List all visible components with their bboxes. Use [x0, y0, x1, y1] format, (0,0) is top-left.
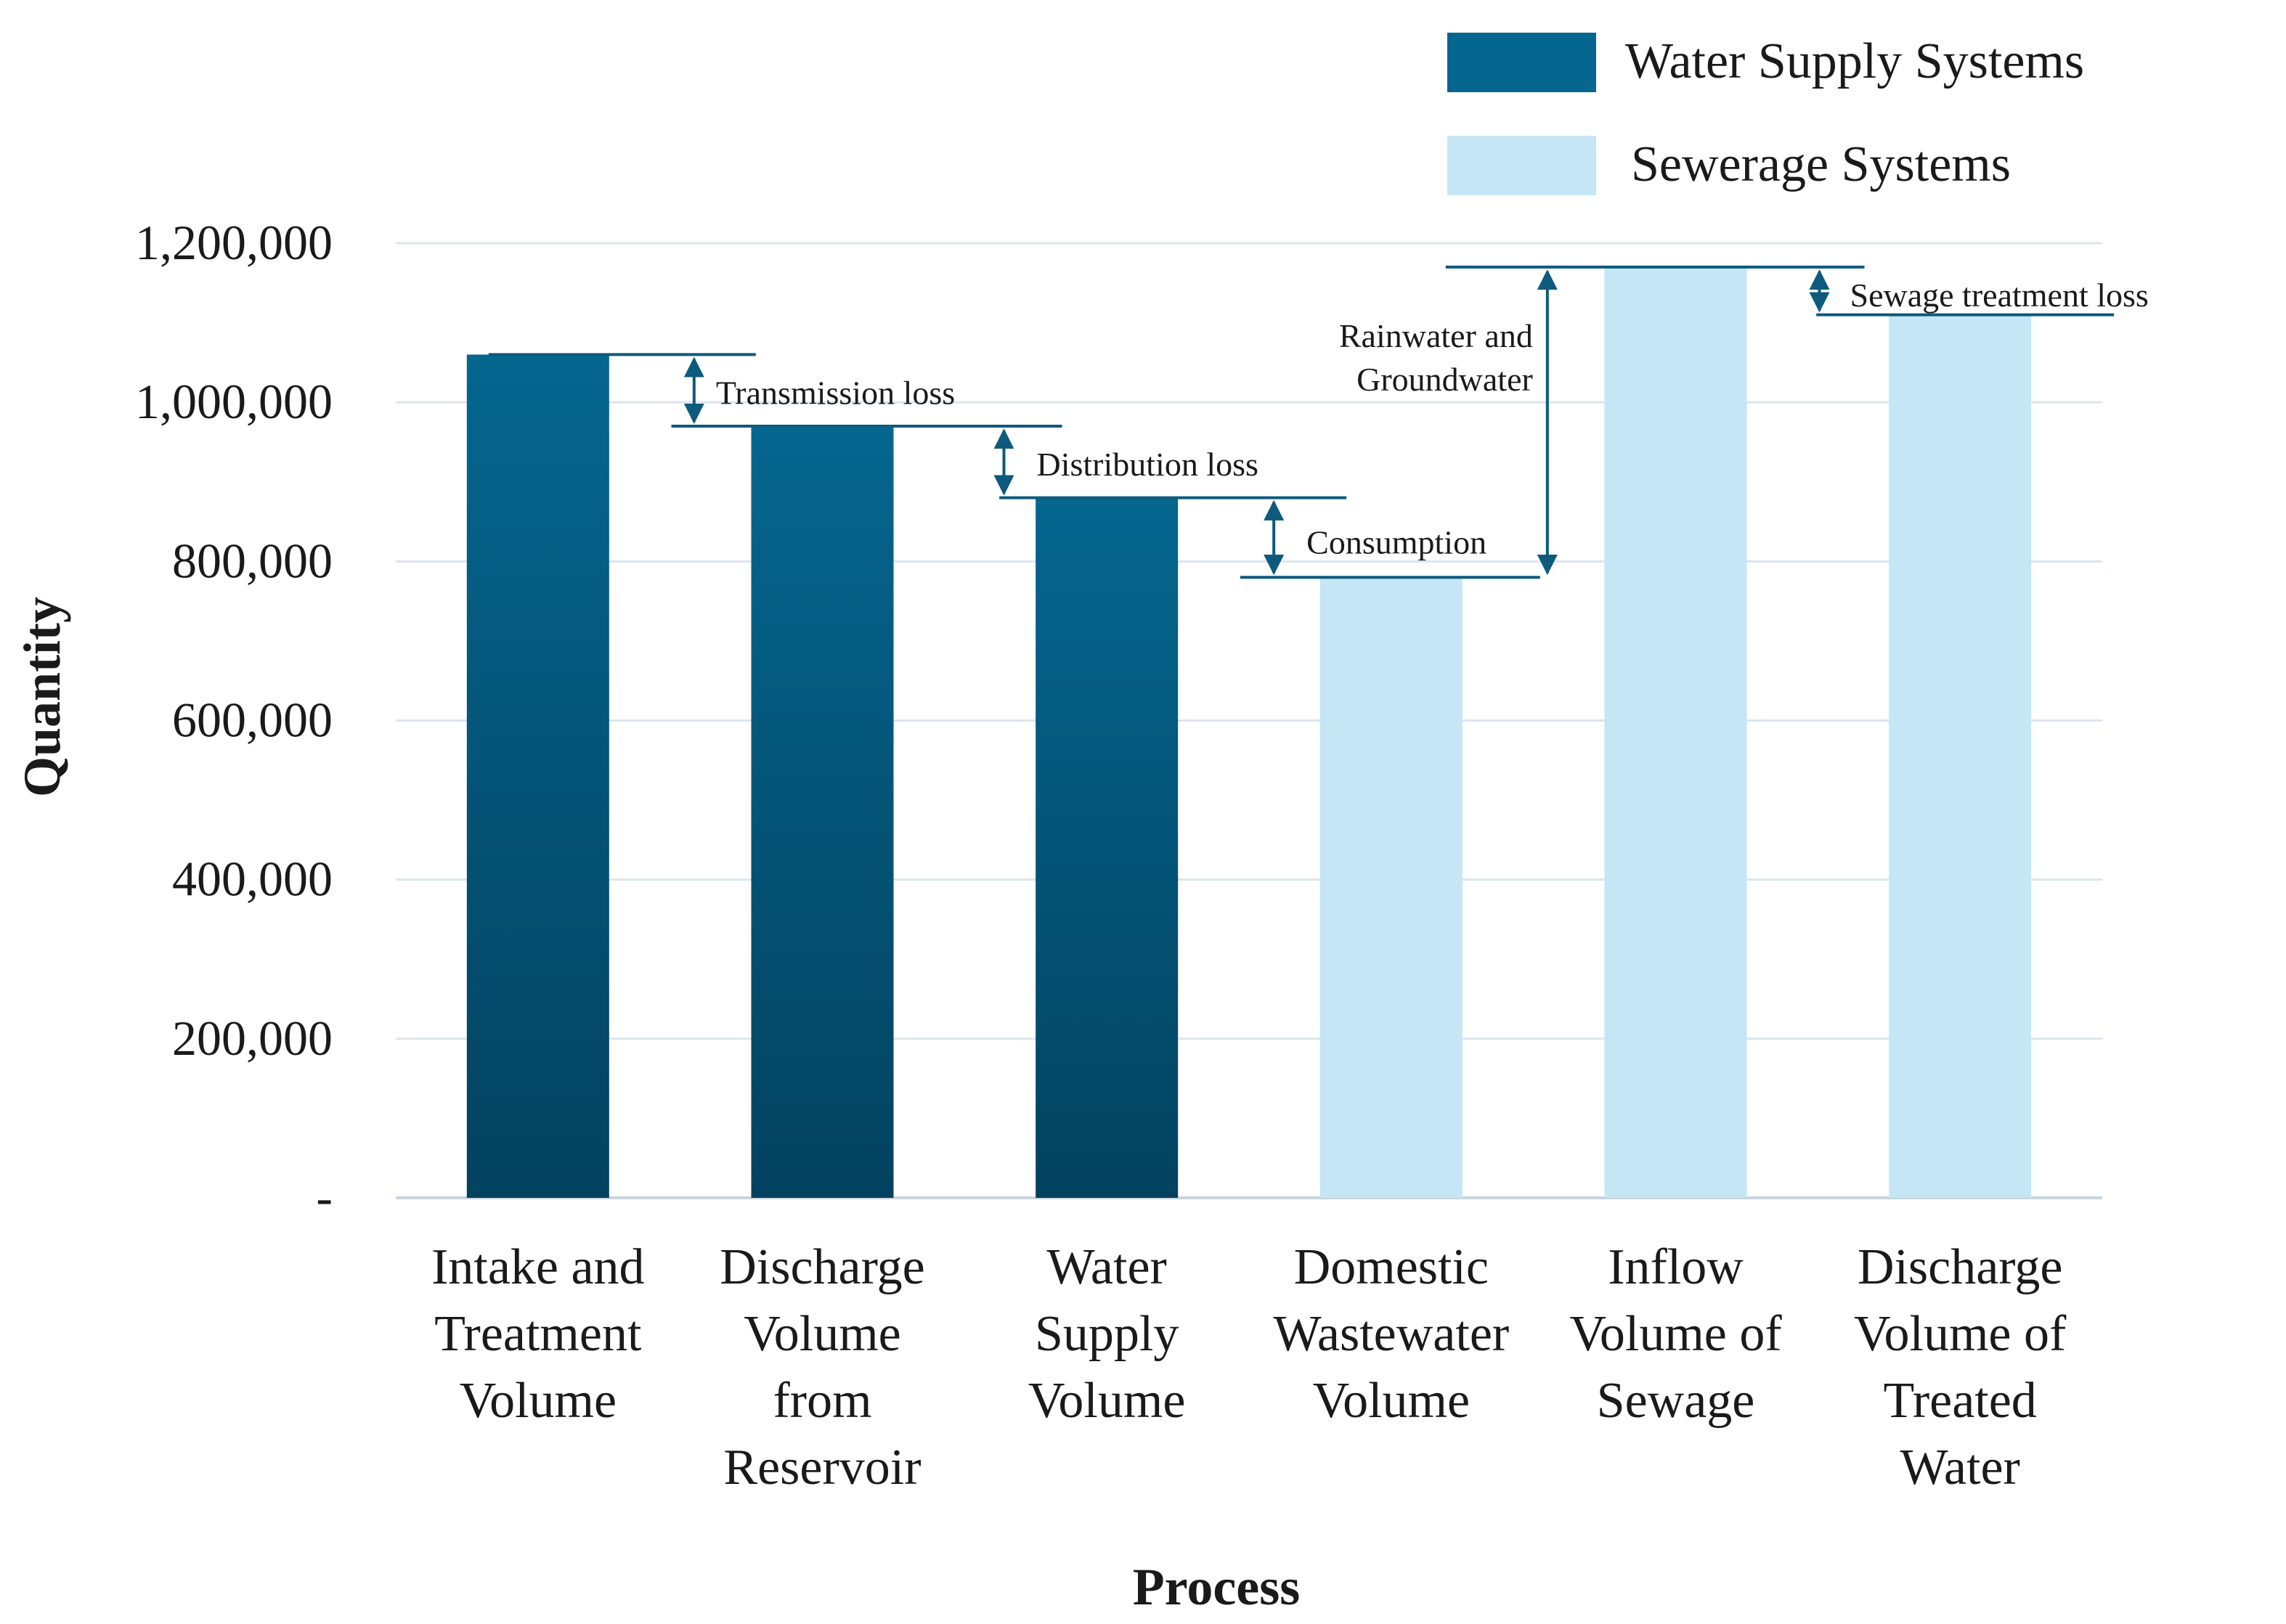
x-category-label: Intake and — [431, 1239, 644, 1295]
legend-label-1: Water Supply Systems — [1625, 33, 2084, 89]
bar-2 — [751, 426, 894, 1198]
gridlines — [396, 242, 2102, 1199]
bar-3 — [1036, 497, 1179, 1198]
y-tick-label: - — [316, 1170, 333, 1225]
x-axis-title: Process — [1133, 1558, 1301, 1616]
x-category-label: Discharge — [1858, 1239, 2063, 1295]
legend-label-2: Sewerage Systems — [1631, 136, 2011, 192]
x-category-label: Treatment — [434, 1306, 642, 1362]
x-category-label: Water — [1046, 1239, 1166, 1295]
annotation-label: Groundwater — [1356, 361, 1533, 398]
annotation-label: Transmission loss — [716, 374, 955, 411]
legend-swatch-2 — [1447, 136, 1596, 195]
y-tick-label: 1,000,000 — [135, 374, 333, 429]
x-category-label: Reservoir — [723, 1440, 921, 1496]
y-tick-label: 600,000 — [172, 693, 333, 748]
x-axis-categories: Intake and Treatment Volume Discharge Volume… — [431, 1239, 2067, 1496]
annotation-label: Sewage treatment loss — [1850, 277, 2149, 314]
x-category-label: Volume of — [1569, 1306, 1782, 1362]
x-category-label: Supply — [1035, 1306, 1179, 1362]
x-category-label: Domestic — [1294, 1239, 1489, 1295]
x-category-label: Wastewater — [1273, 1306, 1509, 1362]
legend: Water Supply Systems Sewerage Systems — [1447, 33, 2084, 195]
annotation-label: Consumption — [1306, 524, 1486, 561]
x-category-label: Inflow — [1608, 1239, 1744, 1295]
y-tick-label: 200,000 — [172, 1011, 333, 1066]
x-category-label: from — [773, 1373, 871, 1429]
legend-swatch-1 — [1447, 33, 1596, 92]
annotation-label: Rainwater and — [1339, 317, 1533, 354]
y-tick-label: 800,000 — [172, 533, 333, 588]
y-tick-label: 1,200,000 — [135, 215, 333, 270]
x-category-label: Discharge — [720, 1239, 925, 1295]
bar-4 — [1319, 577, 1463, 1198]
y-tick-label: 400,000 — [172, 852, 333, 907]
x-category-label: Water — [1900, 1440, 2019, 1496]
bar-1 — [466, 354, 609, 1199]
x-category-label: Volume of — [1854, 1306, 2067, 1362]
y-axis-ticks: - 200,000 400,000 600,000 800,000 1,000,000 1,… — [135, 215, 333, 1225]
x-category-label: Sewage — [1597, 1373, 1755, 1429]
annotations: Transmission loss Distribution loss Consum… — [488, 265, 2149, 579]
bar-5 — [1604, 266, 1747, 1198]
x-category-label: Volume — [744, 1306, 901, 1362]
x-category-label: Volume — [1028, 1373, 1186, 1429]
y-axis-title: Quantity — [13, 597, 71, 797]
bars — [466, 266, 2032, 1199]
x-category-label: Treated — [1884, 1373, 2037, 1429]
bar-6 — [1889, 314, 2032, 1198]
x-category-label: Volume — [1313, 1373, 1471, 1429]
annotation-label: Distribution loss — [1037, 446, 1258, 483]
x-category-label: Volume — [460, 1373, 617, 1429]
